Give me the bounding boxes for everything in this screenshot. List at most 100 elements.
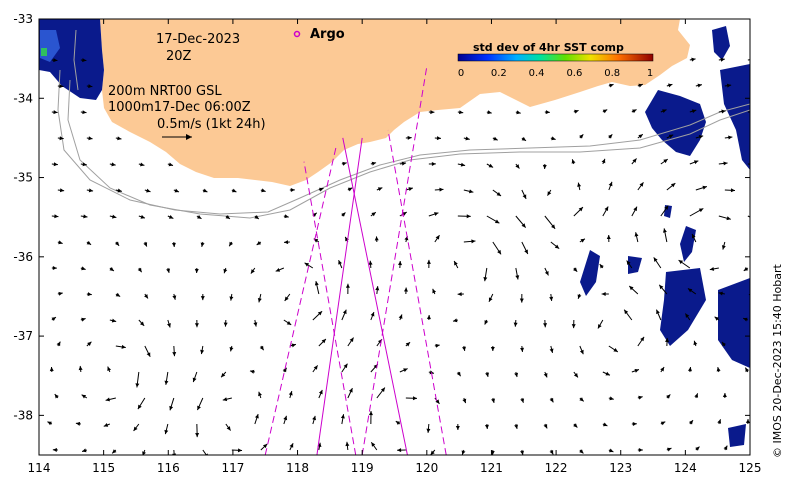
current-arrow (666, 134, 674, 139)
current-arrow (57, 240, 63, 245)
current-arrow (752, 242, 756, 247)
current-arrow (169, 397, 175, 411)
current-arrow (283, 214, 289, 219)
current-arrow (405, 341, 411, 347)
current-arrow (549, 345, 554, 353)
current-arrow (752, 393, 756, 398)
current-arrow (167, 162, 174, 167)
current-arrow (318, 187, 324, 192)
current-arrow (637, 133, 644, 139)
lat-tick-label: -34 (13, 91, 33, 105)
current-arrow (428, 161, 436, 166)
argo-track-solid (342, 137, 408, 455)
current-arrow (515, 110, 521, 115)
current-arrow (80, 266, 86, 271)
current-arrow (463, 189, 474, 194)
current-arrow (260, 443, 268, 451)
current-arrow (637, 83, 643, 88)
current-arrow (133, 423, 140, 432)
current-arrow (318, 389, 323, 399)
current-arrow (137, 267, 143, 273)
current-arrow (691, 233, 697, 243)
current-arrow (749, 342, 750, 344)
current-arrow (114, 241, 120, 247)
current-arrow (223, 319, 228, 327)
current-arrow (347, 187, 353, 192)
plot-frame (38, 18, 751, 456)
current-arrow (547, 189, 552, 196)
current-arrow (608, 396, 614, 401)
current-arrow (717, 419, 722, 425)
current-arrow (51, 110, 58, 115)
current-arrow (143, 241, 148, 247)
current-arrow (549, 397, 554, 403)
current-arrow (573, 423, 578, 428)
current-arrow (259, 345, 265, 351)
current-arrow (115, 188, 123, 193)
current-arrow (368, 260, 373, 269)
current-arrow (288, 390, 293, 399)
lat-tick-label: -35 (13, 171, 33, 185)
current-arrow (608, 134, 613, 139)
current-arrow (483, 267, 488, 282)
current-arrow (579, 345, 584, 355)
current-arrow (486, 163, 494, 168)
current-arrow (314, 281, 320, 295)
argo-marker-icon (293, 30, 301, 38)
current-arrow (754, 189, 762, 193)
current-arrow (105, 397, 116, 402)
current-arrow (434, 136, 442, 141)
current-arrow (660, 421, 666, 426)
current-arrow (202, 188, 208, 193)
current-arrow (109, 162, 116, 167)
current-arrow (225, 423, 231, 431)
current-arrow (573, 109, 579, 114)
current-arrow (81, 394, 88, 399)
current-arrow (338, 259, 343, 269)
current-arrow (754, 136, 761, 140)
current-arrow (602, 422, 608, 427)
current-arrow (52, 447, 58, 452)
current-arrow (434, 397, 440, 405)
current-arrow (260, 188, 266, 193)
current-arrow (428, 212, 439, 217)
current-arrow (684, 313, 691, 321)
current-arrow (196, 397, 204, 411)
current-arrow (688, 419, 694, 425)
current-arrow (515, 215, 527, 228)
current-arrow (86, 136, 93, 141)
lon-tick-label: 123 (609, 461, 632, 475)
current-arrow (426, 259, 431, 269)
current-arrow (80, 110, 87, 115)
current-arrow (665, 337, 670, 347)
current-arrow (250, 267, 256, 274)
current-arrow (714, 316, 720, 321)
current-arrow (513, 319, 518, 327)
current-arrow (519, 293, 524, 303)
current-arrow (544, 215, 556, 230)
current-arrow (432, 288, 437, 295)
current-arrow (579, 397, 585, 402)
current-arrow (399, 368, 408, 373)
current-arrow (549, 293, 554, 302)
current-arrow (724, 135, 733, 140)
current-arrow (200, 345, 205, 355)
colorbar-gradient (457, 53, 654, 62)
current-arrow (289, 443, 294, 451)
current-arrow (678, 259, 691, 269)
current-arrow (747, 215, 750, 218)
current-arrow (662, 228, 668, 243)
current-arrow (571, 319, 576, 329)
current-arrow (747, 163, 750, 165)
current-arrow (602, 206, 609, 217)
current-arrow (80, 58, 87, 63)
colorbar-tick-label: 0.4 (529, 68, 545, 79)
current-arrow (258, 391, 262, 399)
current-arrow (694, 393, 699, 399)
current-arrow (173, 188, 180, 193)
current-arrow (634, 232, 639, 243)
current-arrow (637, 395, 643, 400)
argo-track-dashed (264, 145, 337, 455)
current-arrow (171, 241, 176, 248)
